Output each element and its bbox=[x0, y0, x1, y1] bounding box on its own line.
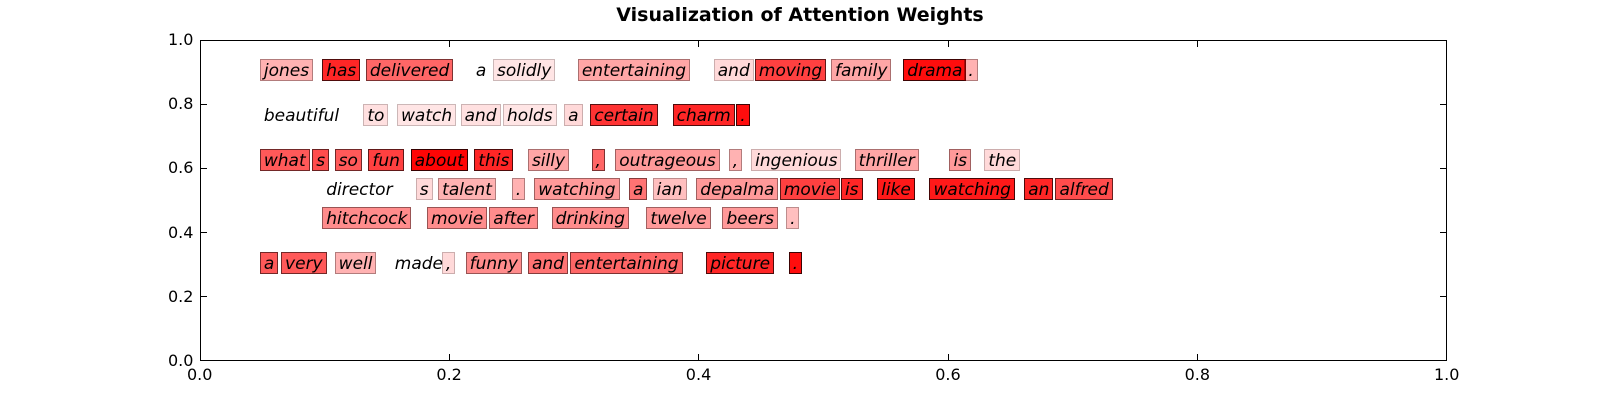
x-tick-label: 0.0 bbox=[187, 365, 213, 384]
attention-token: s bbox=[415, 178, 433, 201]
attention-token: thriller bbox=[854, 149, 919, 172]
attention-token: alfred bbox=[1055, 178, 1113, 201]
attention-token: watching bbox=[534, 178, 620, 201]
attention-token: a bbox=[475, 61, 487, 82]
y-tick-mark bbox=[201, 232, 207, 234]
y-tick-label: 0.2 bbox=[168, 286, 194, 306]
attention-token: , bbox=[591, 149, 605, 172]
attention-token: moving bbox=[754, 59, 827, 82]
x-tick-mark bbox=[1197, 354, 1199, 360]
y-tick-label: 0.0 bbox=[168, 351, 194, 370]
attention-token: what bbox=[259, 149, 310, 172]
plot-area bbox=[200, 40, 1447, 361]
x-tick-label: 0.2 bbox=[436, 365, 462, 384]
chart-title: Visualization of Attention Weights bbox=[616, 4, 984, 26]
attention-token: delivered bbox=[365, 59, 454, 82]
x-tick-label: 0.6 bbox=[935, 365, 961, 384]
y-tick-mark bbox=[201, 296, 207, 298]
attention-token: watch bbox=[397, 104, 457, 127]
attention-token: drama bbox=[903, 59, 967, 82]
y-tick-mark bbox=[1440, 103, 1446, 105]
attention-token: ian bbox=[652, 178, 687, 201]
attention-token: outrageous bbox=[615, 149, 720, 172]
attention-token: . bbox=[788, 252, 802, 275]
y-tick-mark bbox=[1440, 232, 1446, 234]
attention-token: about bbox=[410, 149, 468, 172]
y-tick-label: 0.8 bbox=[168, 94, 194, 114]
attention-token: depalma bbox=[696, 178, 779, 201]
y-tick-mark bbox=[201, 103, 207, 105]
attention-token: fun bbox=[368, 149, 404, 172]
attention-token: funny bbox=[465, 252, 522, 275]
attention-token: entertaining bbox=[577, 59, 691, 82]
attention-token: movie bbox=[426, 207, 488, 230]
x-tick-mark bbox=[1197, 41, 1199, 47]
attention-token: , bbox=[441, 252, 456, 275]
attention-token: beautiful bbox=[263, 106, 340, 127]
attention-token: jones bbox=[259, 59, 314, 82]
attention-token: has bbox=[322, 59, 361, 82]
x-tick-mark bbox=[947, 354, 949, 360]
attention-token: is bbox=[949, 149, 972, 172]
attention-token: talent bbox=[438, 178, 496, 201]
attention-token: and bbox=[460, 104, 501, 127]
attention-token: holds bbox=[503, 104, 557, 127]
attention-token: . bbox=[511, 178, 526, 201]
y-tick-label: 1.0 bbox=[168, 30, 194, 49]
attention-token: movie bbox=[779, 178, 841, 201]
x-tick-label: 1.0 bbox=[1434, 365, 1460, 384]
attention-token: s bbox=[312, 149, 330, 172]
y-tick-mark bbox=[201, 167, 207, 169]
attention-token: silly bbox=[527, 149, 570, 172]
x-tick-mark bbox=[698, 41, 700, 47]
attention-token: an bbox=[1024, 178, 1054, 201]
attention-token: and bbox=[713, 59, 754, 82]
x-tick-mark bbox=[947, 41, 949, 47]
attention-token: watching bbox=[929, 178, 1015, 201]
x-tick-mark bbox=[698, 354, 700, 360]
attention-token: like bbox=[877, 178, 915, 201]
x-tick-label: 0.8 bbox=[1184, 365, 1211, 384]
attention-token: after bbox=[489, 207, 538, 230]
y-tick-label: 0.6 bbox=[168, 158, 194, 178]
attention-token: very bbox=[281, 252, 327, 275]
x-tick-mark bbox=[448, 354, 450, 360]
attention-token: a bbox=[259, 252, 279, 275]
attention-token: picture bbox=[706, 252, 775, 275]
attention-token: , bbox=[728, 149, 743, 172]
attention-token: solidly bbox=[493, 59, 556, 82]
y-tick-mark bbox=[1440, 296, 1446, 298]
attention-token: ingenious bbox=[751, 149, 842, 172]
x-tick-label: 0.4 bbox=[685, 365, 712, 384]
attention-token: . bbox=[736, 104, 750, 127]
attention-token: director bbox=[326, 180, 393, 201]
attention-token: to bbox=[363, 104, 389, 127]
attention-token: . bbox=[964, 59, 978, 82]
attention-token: . bbox=[786, 207, 800, 230]
y-tick-mark bbox=[1440, 167, 1446, 169]
attention-token: twelve bbox=[646, 207, 711, 230]
attention-token: charm bbox=[672, 104, 735, 127]
attention-token: certain bbox=[590, 104, 658, 127]
y-tick-label: 0.4 bbox=[168, 222, 194, 242]
attention-token: a bbox=[628, 178, 648, 201]
attention-token: the bbox=[984, 149, 1021, 172]
attention-token: drinking bbox=[551, 207, 630, 230]
x-tick-mark bbox=[448, 41, 450, 47]
attention-token: hitchcock bbox=[322, 207, 412, 230]
attention-token: is bbox=[840, 178, 863, 201]
attention-token: this bbox=[474, 149, 514, 172]
attention-token: beers bbox=[722, 207, 779, 230]
attention-token: made bbox=[394, 254, 444, 275]
attention-token: family bbox=[830, 59, 892, 82]
attention-token: and bbox=[527, 252, 568, 275]
attention-token: so bbox=[334, 149, 362, 172]
attention-token: a bbox=[564, 104, 583, 127]
attention-token: well bbox=[334, 252, 377, 275]
attention-token: entertaining bbox=[570, 252, 683, 275]
